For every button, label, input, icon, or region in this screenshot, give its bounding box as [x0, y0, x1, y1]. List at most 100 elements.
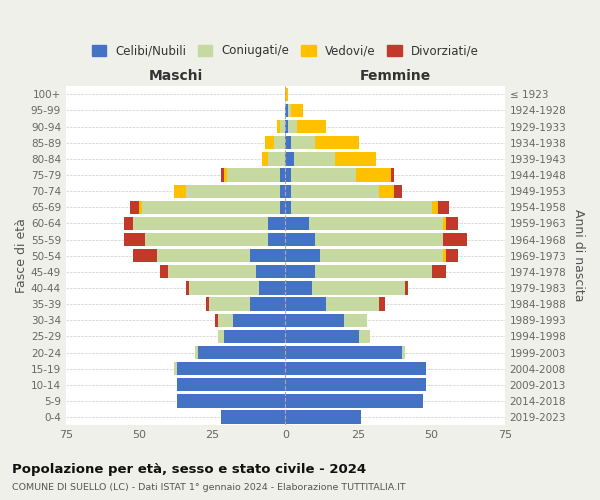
Bar: [224, 330, 286, 343]
Y-axis label: Anni di nascita: Anni di nascita: [572, 210, 585, 302]
Bar: [394, 184, 403, 198]
Bar: [250, 298, 286, 310]
Bar: [286, 88, 288, 101]
Bar: [227, 168, 280, 181]
Bar: [224, 168, 227, 181]
Bar: [186, 184, 280, 198]
Bar: [177, 362, 286, 376]
Bar: [286, 265, 314, 278]
Bar: [142, 200, 280, 214]
Bar: [206, 298, 209, 310]
Bar: [314, 136, 359, 149]
Bar: [169, 265, 256, 278]
Bar: [268, 152, 286, 166]
Text: Popolazione per età, sesso e stato civile - 2024: Popolazione per età, sesso e stato civil…: [12, 462, 366, 475]
Bar: [221, 168, 224, 181]
Bar: [268, 233, 286, 246]
Bar: [124, 233, 145, 246]
Bar: [286, 249, 320, 262]
Bar: [356, 168, 391, 181]
Bar: [379, 184, 394, 198]
Bar: [286, 200, 291, 214]
Bar: [291, 104, 303, 117]
Bar: [139, 200, 142, 214]
Bar: [286, 136, 291, 149]
Bar: [256, 265, 286, 278]
Bar: [280, 184, 286, 198]
Bar: [174, 362, 177, 376]
Bar: [280, 168, 286, 181]
Bar: [209, 298, 250, 310]
Text: Maschi: Maschi: [149, 69, 203, 83]
Bar: [277, 120, 280, 133]
Bar: [286, 346, 403, 359]
Bar: [314, 265, 431, 278]
Bar: [286, 298, 326, 310]
Bar: [286, 104, 288, 117]
Bar: [194, 346, 197, 359]
Bar: [344, 314, 367, 327]
Bar: [431, 265, 446, 278]
Text: COMUNE DI SUELLO (LC) - Dati ISTAT 1° gennaio 2024 - Elaborazione TUTTITALIA.IT: COMUNE DI SUELLO (LC) - Dati ISTAT 1° ge…: [12, 482, 406, 492]
Bar: [218, 314, 233, 327]
Bar: [218, 330, 224, 343]
Bar: [297, 120, 326, 133]
Bar: [291, 168, 356, 181]
Bar: [133, 249, 157, 262]
Bar: [286, 233, 314, 246]
Bar: [274, 136, 286, 149]
Bar: [133, 217, 268, 230]
Text: Femmine: Femmine: [359, 69, 431, 83]
Bar: [286, 394, 423, 407]
Bar: [288, 104, 291, 117]
Bar: [391, 168, 394, 181]
Bar: [189, 282, 259, 294]
Bar: [288, 120, 297, 133]
Bar: [443, 217, 446, 230]
Bar: [286, 282, 311, 294]
Bar: [286, 152, 294, 166]
Bar: [186, 282, 189, 294]
Bar: [280, 120, 286, 133]
Bar: [291, 200, 431, 214]
Bar: [286, 362, 426, 376]
Bar: [265, 136, 274, 149]
Y-axis label: Fasce di età: Fasce di età: [15, 218, 28, 293]
Bar: [177, 378, 286, 392]
Bar: [177, 394, 286, 407]
Bar: [291, 184, 379, 198]
Bar: [314, 233, 443, 246]
Bar: [294, 152, 335, 166]
Bar: [262, 152, 268, 166]
Bar: [286, 184, 291, 198]
Bar: [197, 346, 286, 359]
Bar: [291, 136, 314, 149]
Bar: [286, 120, 288, 133]
Bar: [250, 249, 286, 262]
Bar: [286, 410, 361, 424]
Bar: [311, 282, 406, 294]
Bar: [359, 330, 370, 343]
Bar: [286, 378, 426, 392]
Bar: [124, 217, 133, 230]
Bar: [286, 217, 309, 230]
Bar: [320, 249, 443, 262]
Bar: [280, 200, 286, 214]
Bar: [431, 200, 437, 214]
Bar: [443, 233, 467, 246]
Bar: [286, 168, 291, 181]
Legend: Celibi/Nubili, Coniugati/e, Vedovi/e, Divorziati/e: Celibi/Nubili, Coniugati/e, Vedovi/e, Di…: [87, 40, 484, 62]
Bar: [446, 249, 458, 262]
Bar: [379, 298, 385, 310]
Bar: [259, 282, 286, 294]
Bar: [326, 298, 379, 310]
Bar: [309, 217, 443, 230]
Bar: [215, 314, 218, 327]
Bar: [174, 184, 186, 198]
Bar: [437, 200, 449, 214]
Bar: [157, 249, 250, 262]
Bar: [221, 410, 286, 424]
Bar: [145, 233, 268, 246]
Bar: [268, 217, 286, 230]
Bar: [286, 314, 344, 327]
